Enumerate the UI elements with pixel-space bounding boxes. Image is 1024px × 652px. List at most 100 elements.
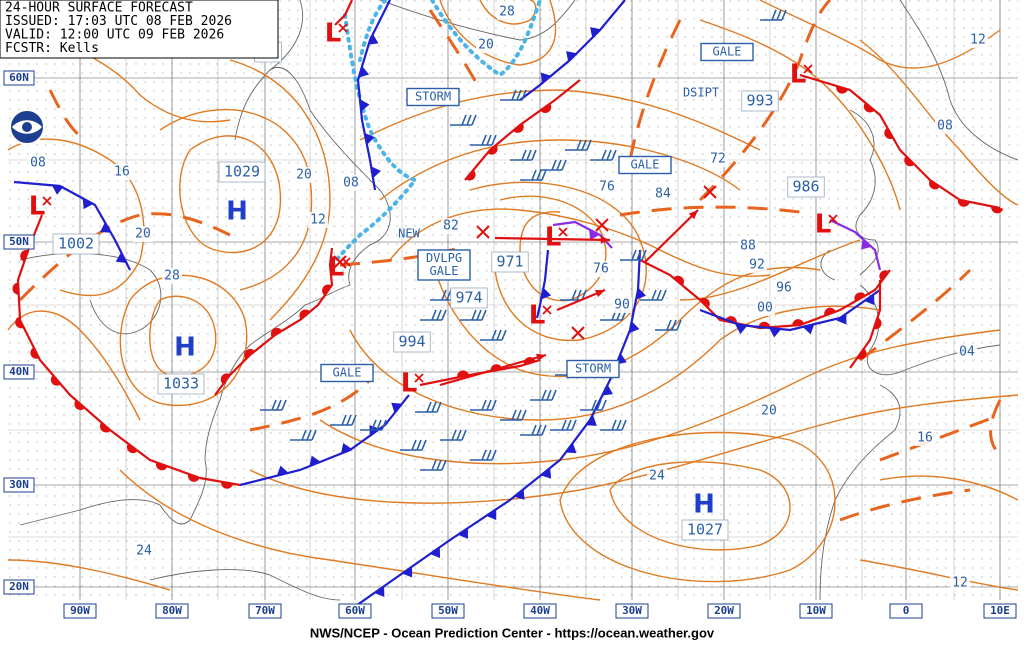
- wind-barb: [550, 419, 577, 431]
- front-semicircle: [673, 275, 685, 286]
- front-triangle: [371, 166, 381, 179]
- warning-label: STORM: [575, 362, 611, 376]
- front-triangle: [457, 528, 468, 539]
- warning-box: [320, 363, 374, 383]
- lon-label: 90W: [70, 604, 90, 617]
- wind-barb: [470, 449, 497, 461]
- warning-label: GALE: [713, 45, 742, 59]
- warning-box: [417, 249, 471, 281]
- front-semicircle: [299, 309, 311, 320]
- pressure-value: 974: [455, 289, 482, 307]
- wind-barb: [600, 309, 627, 321]
- front-triangle: [802, 324, 815, 335]
- wind-barb: [470, 399, 497, 411]
- wind-barb: [560, 289, 587, 301]
- front-semicircle: [74, 400, 85, 411]
- front-triangle: [364, 133, 375, 145]
- pressure-value: 994: [398, 333, 425, 351]
- front-semicircle: [99, 422, 111, 433]
- low-x: [341, 257, 351, 267]
- front-triangle: [565, 442, 577, 454]
- front-semicircle: [126, 443, 138, 454]
- isobar-label-bg: [708, 151, 728, 167]
- lon-label-box: [63, 603, 97, 619]
- isobar-label: 20: [135, 227, 151, 242]
- pressure-center-symbol: H: [226, 197, 248, 227]
- pressure-value: 1033: [163, 375, 199, 393]
- wind-barb: [330, 414, 357, 426]
- front-semicircle: [220, 373, 231, 385]
- front-semicircle: [957, 199, 970, 207]
- pressure-center-symbol: L: [325, 19, 342, 49]
- isobar-label: 20: [761, 404, 777, 419]
- isobar-label-bg: [738, 238, 758, 254]
- track-x: [333, 255, 347, 269]
- isobar-label: 20: [296, 168, 312, 183]
- isobar-label-bg: [441, 218, 461, 234]
- wind-barb: [460, 309, 487, 321]
- isobar-label: 24: [649, 469, 665, 484]
- front-semicircle: [50, 375, 61, 386]
- front-semicircle: [854, 292, 866, 302]
- isobar-label: 04: [959, 345, 975, 360]
- lon-label: 60W: [345, 604, 365, 617]
- lon-label: 10E: [990, 604, 1010, 617]
- front-semicircle: [699, 297, 710, 309]
- pressure-value-box: [218, 161, 266, 183]
- pressure-center-symbol: L: [545, 223, 562, 253]
- front-triangle: [358, 66, 370, 78]
- warning-label: STORM: [415, 90, 451, 104]
- isobar-label: 00: [757, 301, 773, 316]
- wind-barb: [440, 429, 467, 441]
- note: NEW: [398, 227, 420, 241]
- header-line: ISSUED: 17:03 UTC 08 FEB 2026: [5, 14, 232, 29]
- lon-label: 0: [903, 604, 910, 617]
- front-triangle: [309, 455, 321, 467]
- front-triangle: [589, 229, 600, 241]
- front-triangle: [540, 72, 552, 84]
- pressure-center-symbol: L: [815, 210, 832, 240]
- wind-barb: [540, 159, 567, 171]
- lat-label-box: [3, 579, 35, 595]
- isobar-label: 08: [30, 156, 46, 171]
- wind-barb: [290, 429, 317, 441]
- warning-box: [566, 359, 620, 379]
- front-triangle: [602, 384, 613, 396]
- pressure-value: 1027: [687, 521, 723, 539]
- wind-barb: [400, 439, 427, 451]
- lat-label: 60N: [9, 71, 29, 84]
- track: [644, 209, 699, 263]
- wind-barb: [470, 134, 497, 146]
- front-semicircle: [540, 103, 552, 113]
- header-box: [0, 0, 279, 59]
- isobar-label: 12: [970, 33, 986, 48]
- front-triangle: [861, 238, 872, 250]
- front-semicircle: [244, 348, 255, 359]
- warning-box: [406, 87, 460, 107]
- isobar-label-bg: [774, 280, 794, 296]
- warning-label: DVLPG: [426, 251, 462, 265]
- pressure-value: 971: [496, 253, 523, 271]
- lon-label-box: [707, 603, 741, 619]
- isobar-label: 28: [499, 5, 515, 20]
- track-head: [595, 289, 605, 298]
- front-triangle: [100, 222, 111, 233]
- pressure-center-symbol: L: [790, 60, 807, 90]
- lon-label: 50W: [438, 604, 458, 617]
- map-labels: 60N 50N 40N 30N 20N 90W 80W 70W 60W 50W 40W 30W 20W 1…: [3, 4, 1017, 619]
- front-semicircle: [929, 180, 940, 190]
- warm-front: [464, 79, 581, 181]
- note: DSIPT: [683, 86, 719, 100]
- front-triangle: [51, 185, 64, 195]
- front-triangle: [566, 51, 577, 62]
- front-semicircle: [884, 127, 894, 140]
- lat-label-box: [3, 364, 35, 380]
- lon-label-box: [248, 603, 282, 619]
- isobar-label-bg: [133, 226, 153, 242]
- front-triangle: [367, 33, 379, 45]
- front-semicircle: [486, 144, 498, 155]
- pressure-value-box: [681, 519, 729, 541]
- lon-label: 30W: [622, 604, 642, 617]
- lon-label-box: [889, 603, 923, 619]
- front-semicircle: [12, 282, 19, 295]
